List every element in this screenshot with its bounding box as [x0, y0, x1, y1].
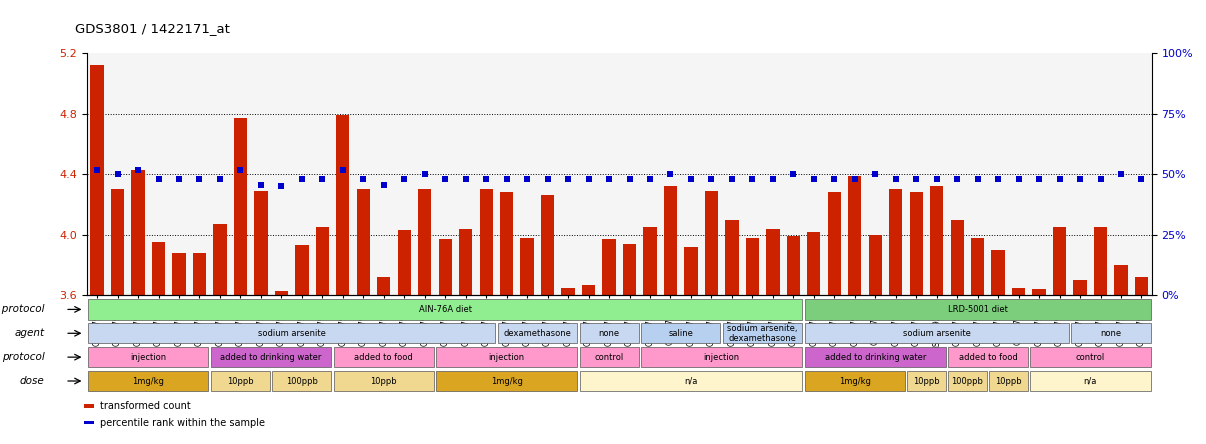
Text: added to food: added to food: [959, 353, 1018, 362]
Text: injection: injection: [130, 353, 166, 362]
Text: n/a: n/a: [684, 377, 697, 385]
Bar: [807, 232, 820, 295]
Text: dexamethasone: dexamethasone: [503, 329, 572, 338]
Bar: [971, 238, 984, 295]
Text: 1mg/kg: 1mg/kg: [491, 377, 522, 385]
Bar: [745, 238, 759, 295]
Bar: [336, 115, 350, 295]
Bar: [704, 191, 718, 295]
Text: GDS3801 / 1422171_at: GDS3801 / 1422171_at: [75, 23, 229, 36]
Bar: [275, 291, 288, 295]
Bar: [991, 250, 1005, 295]
Bar: [684, 247, 697, 295]
Text: control: control: [595, 353, 624, 362]
Bar: [602, 239, 616, 295]
Text: n/a: n/a: [1084, 377, 1097, 385]
Bar: [725, 220, 738, 295]
Bar: [111, 190, 124, 295]
Bar: [848, 176, 861, 295]
Bar: [909, 192, 923, 295]
Text: sodium arsenite: sodium arsenite: [258, 329, 326, 338]
Bar: [90, 65, 104, 295]
Text: control: control: [1076, 353, 1105, 362]
Text: percentile rank within the sample: percentile rank within the sample: [100, 418, 265, 428]
Bar: [1032, 289, 1046, 295]
Text: 100ppb: 100ppb: [286, 377, 318, 385]
Text: added to drinking water: added to drinking water: [221, 353, 322, 362]
Bar: [521, 238, 534, 295]
Bar: [398, 230, 411, 295]
Bar: [172, 253, 186, 295]
Text: injection: injection: [703, 353, 739, 362]
Bar: [152, 242, 165, 295]
Text: sodium arsenite,
dexamethasone: sodium arsenite, dexamethasone: [727, 324, 798, 343]
Text: 1mg/kg: 1mg/kg: [839, 377, 871, 385]
Text: added to food: added to food: [355, 353, 414, 362]
Bar: [459, 229, 473, 295]
Bar: [622, 244, 637, 295]
Text: sodium arsenite: sodium arsenite: [903, 329, 971, 338]
Bar: [1114, 265, 1128, 295]
Text: 10ppb: 10ppb: [370, 377, 397, 385]
Bar: [316, 227, 329, 295]
Bar: [1135, 277, 1148, 295]
Text: transformed count: transformed count: [100, 401, 191, 411]
Bar: [213, 224, 227, 295]
Bar: [827, 192, 841, 295]
Text: added to drinking water: added to drinking water: [825, 353, 926, 362]
Bar: [541, 195, 555, 295]
Text: 10ppb: 10ppb: [995, 377, 1021, 385]
Text: injection: injection: [488, 353, 525, 362]
Bar: [377, 277, 391, 295]
Bar: [234, 118, 247, 295]
Bar: [480, 190, 493, 295]
Bar: [254, 191, 268, 295]
Bar: [889, 190, 902, 295]
Text: agent: agent: [14, 328, 45, 338]
Bar: [131, 170, 145, 295]
Bar: [1053, 227, 1066, 295]
Text: dose: dose: [19, 376, 45, 386]
Bar: [357, 190, 370, 295]
Text: LRD-5001 diet: LRD-5001 diet: [948, 305, 1007, 314]
Bar: [766, 229, 779, 295]
Bar: [193, 253, 206, 295]
Bar: [439, 239, 452, 295]
Bar: [295, 246, 309, 295]
Bar: [1012, 288, 1025, 295]
Text: protocol: protocol: [2, 352, 45, 362]
Bar: [1073, 280, 1087, 295]
Bar: [418, 190, 432, 295]
Text: none: none: [598, 329, 620, 338]
Text: 10ppb: 10ppb: [913, 377, 939, 385]
Text: 1mg/kg: 1mg/kg: [133, 377, 164, 385]
Bar: [663, 186, 677, 295]
Bar: [1094, 227, 1107, 295]
Text: none: none: [1100, 329, 1122, 338]
Bar: [930, 186, 943, 295]
Text: 10ppb: 10ppb: [227, 377, 253, 385]
Text: AIN-76A diet: AIN-76A diet: [418, 305, 472, 314]
Bar: [868, 235, 882, 295]
Text: growth protocol: growth protocol: [0, 305, 45, 314]
Bar: [643, 227, 656, 295]
Text: saline: saline: [668, 329, 693, 338]
Bar: [786, 236, 800, 295]
Bar: [582, 285, 596, 295]
Bar: [562, 288, 575, 295]
Bar: [500, 192, 514, 295]
Bar: [950, 220, 964, 295]
Text: 100ppb: 100ppb: [952, 377, 983, 385]
